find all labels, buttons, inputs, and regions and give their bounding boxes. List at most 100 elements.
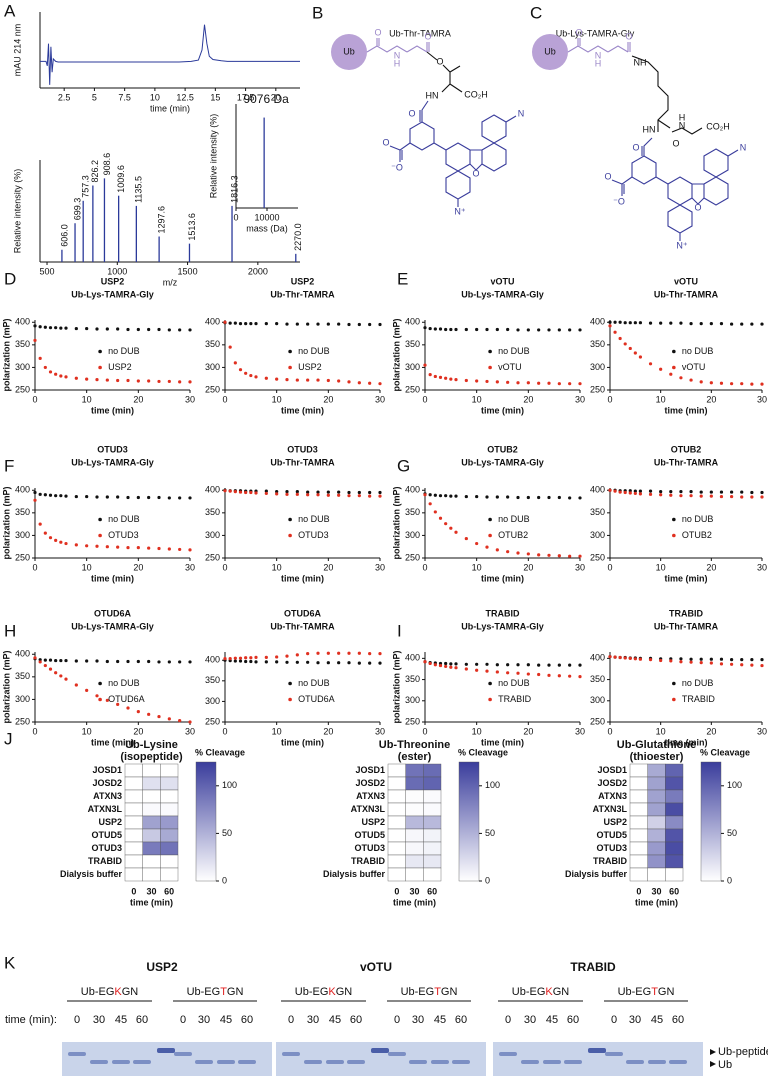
point — [433, 510, 437, 514]
cell — [160, 776, 179, 791]
point — [95, 378, 99, 382]
point — [485, 379, 489, 384]
point — [126, 659, 130, 664]
gel-band — [174, 1052, 192, 1056]
colorbar-tick-label: 100 — [485, 780, 500, 790]
point — [699, 490, 703, 494]
y-tick-label: 350 — [205, 339, 220, 349]
atom: O — [436, 56, 443, 66]
legend-swatch — [672, 533, 676, 538]
ring — [481, 114, 507, 144]
point — [719, 322, 724, 326]
point — [689, 490, 693, 494]
point — [454, 378, 458, 382]
y-tick-label: 350 — [590, 674, 605, 684]
point — [295, 490, 299, 494]
point — [633, 657, 637, 661]
point — [679, 660, 683, 664]
cell — [124, 789, 143, 804]
point — [178, 660, 182, 664]
legend-label: TRABID — [682, 694, 716, 704]
point — [178, 380, 182, 384]
x-tick-label: 30 — [375, 562, 385, 572]
cell — [647, 867, 666, 882]
point — [444, 661, 448, 666]
legend-label: no DUB — [498, 346, 530, 356]
chart-title: USP2 — [291, 276, 315, 286]
column-label: 60 — [427, 886, 437, 896]
point — [316, 322, 320, 326]
point — [368, 661, 372, 665]
point — [295, 660, 299, 664]
point — [295, 378, 299, 382]
point — [244, 659, 248, 664]
point — [638, 492, 643, 496]
point — [709, 494, 713, 498]
chart-title: Ub-Thr-TAMRA — [270, 621, 335, 631]
atom: ⁻O — [391, 162, 403, 172]
peak-label: 1816.3 — [229, 175, 239, 203]
time-value: 60 — [455, 1014, 467, 1026]
gel-band — [326, 1060, 344, 1064]
point — [178, 496, 182, 500]
point — [285, 492, 289, 496]
substrate-part: Ub-EG — [295, 986, 329, 998]
point — [618, 320, 622, 324]
point — [613, 320, 617, 324]
point — [557, 495, 561, 500]
panel-label: E — [397, 269, 408, 288]
legend-swatch — [488, 681, 492, 686]
x-axis-title: time (min) — [281, 405, 324, 415]
point — [557, 554, 561, 558]
substrate-part: Ub-EG — [81, 986, 115, 998]
legend-swatch — [672, 349, 676, 354]
time-value: 45 — [220, 1014, 232, 1026]
bonds — [426, 51, 463, 93]
substrate-part: Ub-EG — [187, 986, 221, 998]
x-tick-label: 10 — [472, 562, 482, 572]
cell — [629, 841, 648, 856]
cell — [405, 776, 424, 791]
point — [454, 494, 458, 498]
point — [306, 378, 310, 382]
point — [449, 665, 453, 669]
point — [526, 672, 530, 676]
point — [485, 327, 489, 332]
x-tick-label: 1000 — [107, 266, 127, 276]
ring — [409, 121, 435, 151]
substrate-label: Ub-EGKGN — [81, 986, 139, 998]
point — [95, 327, 99, 331]
point — [485, 495, 489, 499]
point — [188, 380, 192, 384]
point — [326, 493, 330, 497]
point — [628, 346, 632, 351]
ring — [445, 170, 471, 200]
panel-label: B — [312, 3, 323, 22]
ring — [631, 155, 657, 185]
cell — [160, 828, 179, 843]
point — [337, 493, 341, 497]
gel-band — [68, 1052, 86, 1056]
x-axis-title: time (min) — [393, 897, 436, 907]
y-tick-label: 300 — [405, 362, 420, 372]
row-label: OTUD5 — [91, 830, 122, 840]
peak-label: 908.6 — [102, 153, 112, 176]
time-value: 60 — [672, 1014, 684, 1026]
chart-title: vOTU — [490, 276, 514, 286]
chart-title: Ub-Lys-TAMRA-Gly — [71, 621, 154, 631]
point — [679, 494, 683, 498]
point — [244, 322, 248, 326]
x-tick-label: 2000 — [248, 266, 268, 276]
point — [730, 322, 734, 326]
x-axis-title: m/z — [163, 277, 178, 287]
row-label: ATXN3 — [598, 791, 627, 801]
x-axis-title: time (min) — [91, 573, 134, 583]
chart-title: vOTU — [674, 276, 698, 286]
point — [438, 516, 443, 520]
legend-swatch — [288, 681, 292, 686]
point — [689, 494, 693, 498]
point — [337, 322, 341, 326]
point — [689, 378, 693, 382]
point — [43, 663, 47, 668]
point — [537, 663, 541, 667]
